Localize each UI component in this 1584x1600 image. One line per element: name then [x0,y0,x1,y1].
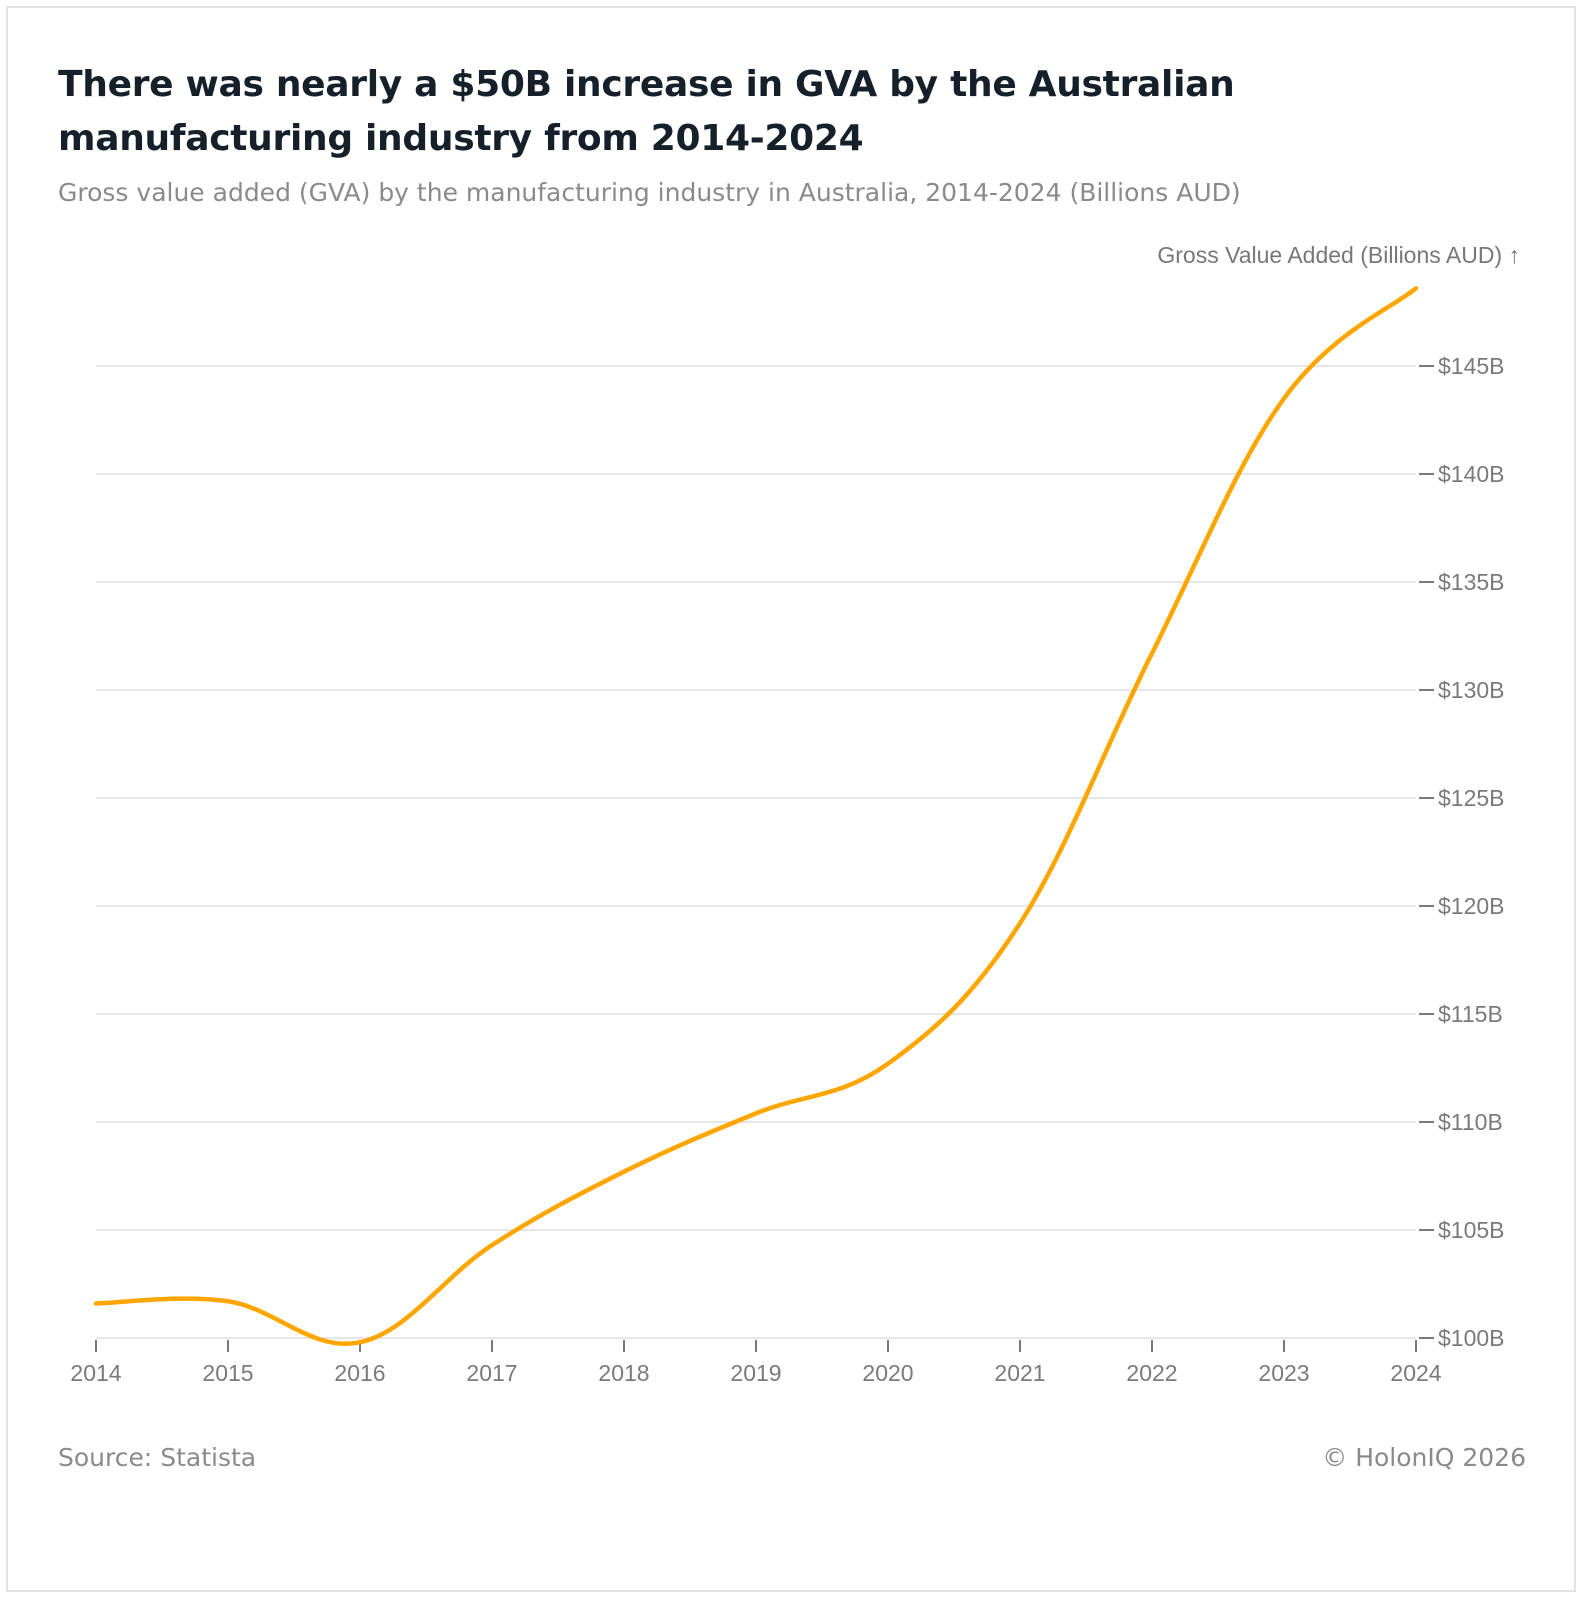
x-tick-label: 2015 [202,1360,253,1386]
x-tick-label: 2018 [598,1360,649,1386]
y-tick-label: $110B [1438,1109,1503,1135]
y-tick-label: $120B [1438,893,1505,919]
y-axis: $100B $105B $110B $115B $120B $125B $130B $135B… [1419,353,1505,1351]
x-tick-label: 2019 [730,1360,781,1386]
copyright-note: © HolonIQ 2026 [1322,1443,1526,1472]
series [93,285,1419,1346]
chart-title: There was nearly a $50B increase in GVA … [58,64,1235,159]
x-tick-label: 2023 [1258,1360,1309,1386]
y-tick-label: $100B [1438,1325,1505,1351]
x-tick-label: 2016 [334,1360,385,1386]
x-tick-label: 2024 [1390,1360,1441,1386]
series-line [93,285,1419,1346]
x-tick-label: 2021 [994,1360,1045,1386]
x-axis: 2014 2015 2016 2017 2018 2019 2020 2021 2022 2023… [70,1340,1442,1386]
y-tick-label: $135B [1438,569,1505,595]
y-tick-label: $130B [1438,677,1505,703]
y-tick-label: $105B [1438,1217,1505,1243]
x-tick-label: 2022 [1126,1360,1177,1386]
x-tick-label: 2014 [70,1360,121,1386]
y-tick-label: $125B [1438,785,1505,811]
chart-subtitle: Gross value added (GVA) by the manufactu… [58,178,1241,207]
y-axis-label: Gross Value Added (Billions AUD) ↑ [1157,242,1520,268]
source-note: Source: Statista [58,1443,257,1472]
y-tick-label: $115B [1438,1001,1503,1027]
y-tick-label: $140B [1438,461,1505,487]
x-tick-label: 2017 [466,1360,517,1386]
x-tick-label: 2020 [862,1360,913,1386]
y-tick-label: $145B [1438,353,1505,379]
